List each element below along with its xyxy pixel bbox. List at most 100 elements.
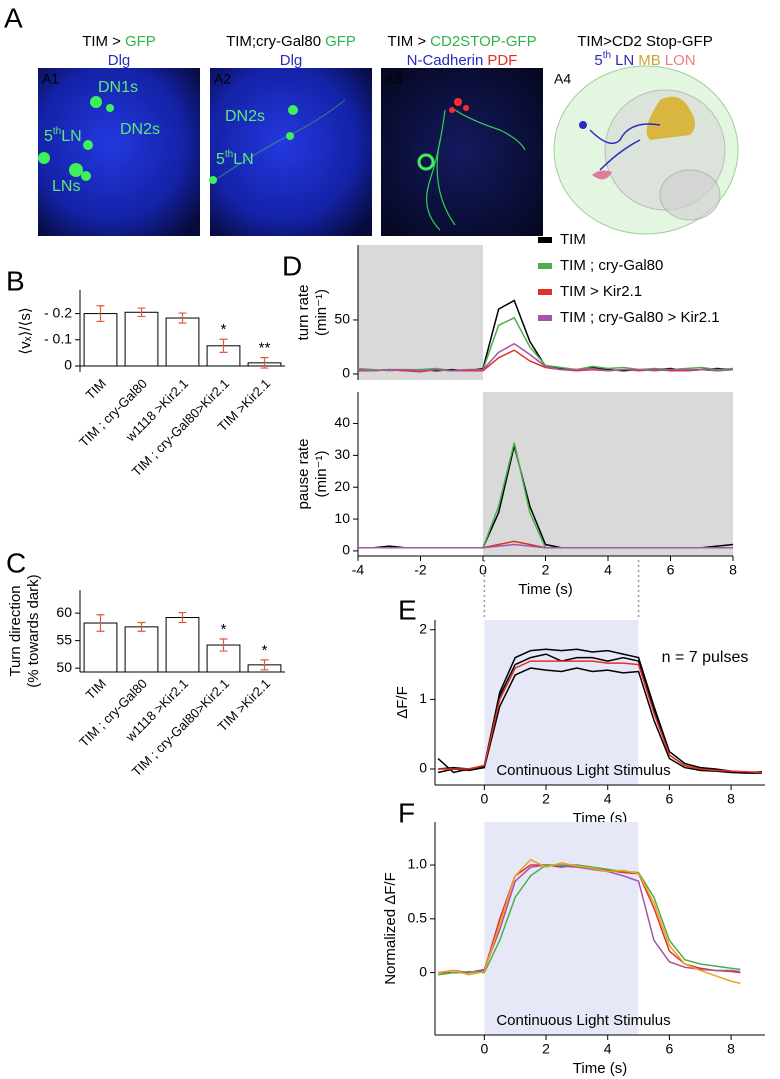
significance-label: * [262, 642, 268, 659]
image-a3 [381, 68, 543, 236]
series-line [437, 858, 741, 985]
legend-label: TIM ; cry-Gal80 > Kir2.1 [560, 309, 720, 326]
heading-part: TIM > [387, 33, 426, 50]
x-tick-label: 0 [479, 562, 487, 578]
x-tick-label: TIM [83, 676, 109, 702]
y-tick-label: 1.0 [408, 856, 428, 872]
heading-part: Dlg [108, 52, 131, 69]
y-axis-label: (% towards dark) [25, 574, 42, 687]
panel-heading: 5th LN MB LON [594, 50, 695, 69]
stimulus-shade [484, 822, 639, 1035]
x-axis-label: Time (s) [518, 581, 572, 598]
heading-part: Dlg [280, 52, 303, 69]
panel-letter: B [6, 265, 25, 296]
y-axis-label: (min⁻¹) [313, 450, 330, 497]
x-tick-label: 0 [480, 1041, 488, 1057]
annotation-part: 5 [216, 151, 225, 168]
heading-part: TIM;cry-Gal80 [226, 33, 321, 50]
x-tick-label: 2 [542, 562, 550, 578]
bar [83, 313, 118, 367]
panel-heading: N-Cadherin PDF [407, 52, 518, 69]
error-bar [219, 338, 228, 353]
annotation-part: LNs [52, 178, 80, 195]
x-tick-label: 4 [604, 562, 612, 578]
panel-heading: Dlg [108, 52, 131, 69]
heading-part: CD2STOP-GFP [430, 33, 536, 50]
panel-heading: Dlg [280, 52, 303, 69]
error-bar [260, 356, 269, 369]
panel-letter: D [282, 250, 302, 281]
legend-label: TIM [560, 231, 586, 248]
y-tick-label: - 0.2 [44, 304, 72, 320]
image-a1 [38, 68, 200, 236]
note: n = 7 pulses [662, 649, 749, 666]
y-tick-label: 2 [419, 620, 427, 636]
image-a4 [550, 65, 740, 236]
error-bar [137, 307, 146, 318]
x-tick-label: 8 [727, 791, 735, 807]
y-tick-label: 0 [342, 542, 350, 558]
y-tick-label: 20 [334, 478, 350, 494]
stimulus-label: Continuous Light Stimulus [496, 1012, 670, 1029]
y-tick-label: 1 [419, 690, 427, 706]
stimulus-label: Continuous Light Stimulus [496, 762, 670, 779]
y-axis-label: ⟨vₓ⟩/⟨s⟩ [17, 307, 34, 355]
y-tick-label: 0 [342, 365, 350, 381]
y-tick-label: 40 [334, 414, 350, 430]
x-tick-label: 8 [729, 562, 737, 578]
y-axis-label: Normalized ΔF/F [382, 872, 399, 985]
image-annotation: DN2s [225, 108, 265, 125]
heading-part: GFP [125, 33, 156, 50]
legend-label: TIM > Kir2.1 [560, 283, 642, 300]
panel-letter: A [4, 2, 23, 33]
legend-label: TIM ; cry-Gal80 [560, 257, 663, 274]
heading-part: TIM>CD2 Stop-GFP [577, 33, 712, 50]
image-annotation: 5thLN [44, 126, 82, 145]
error-bar [260, 659, 269, 671]
error-bar [96, 614, 105, 632]
y-tick-label: 50 [334, 311, 350, 327]
stimulus-shade [484, 620, 639, 785]
heading-part: th [603, 50, 611, 61]
x-tick-label: 2 [542, 1041, 550, 1057]
subpanel-label: A4 [554, 71, 571, 87]
annotation-part: th [53, 126, 61, 137]
stimulus-shade [358, 245, 483, 380]
series-line [437, 864, 741, 976]
image-a2 [209, 68, 372, 236]
bar [165, 617, 200, 673]
error-bar [137, 621, 146, 632]
panel-heading: TIM;cry-Gal80 GFP [226, 33, 356, 50]
panel-heading: TIM > CD2STOP-GFP [387, 33, 536, 50]
annotation-part: 5 [44, 128, 53, 145]
y-tick-label: - 0.1 [44, 330, 72, 346]
x-axis-label: Time (s) [573, 1060, 627, 1077]
y-tick-label: 55 [56, 631, 72, 647]
x-tick-label: 8 [727, 1041, 735, 1057]
y-tick-label: 30 [334, 446, 350, 462]
annotation-part: LN [233, 151, 253, 168]
image-annotation: LNs [52, 178, 80, 195]
annotation-part: DN1s [98, 79, 138, 96]
y-tick-label: 0 [419, 963, 427, 979]
significance-label: ** [259, 340, 271, 357]
bar [165, 317, 200, 367]
significance-label: * [221, 321, 227, 338]
subpanel-label: A1 [42, 71, 59, 87]
subpanel-label: A2 [214, 71, 231, 87]
image-annotation: DN1s [98, 79, 138, 96]
series-line [357, 342, 734, 372]
subpanel-label: A3 [385, 71, 402, 87]
annotation-part: DN2s [225, 108, 265, 125]
y-axis-label: pause rate [295, 439, 312, 510]
y-axis-label: ΔF/F [394, 686, 411, 719]
annotation-part: th [225, 149, 233, 160]
y-axis-label: Turn direction [7, 585, 24, 676]
significance-label: * [221, 621, 227, 638]
series-line [358, 349, 734, 373]
heading-part: 5 [594, 52, 602, 69]
y-tick-label: 0 [419, 760, 427, 776]
y-axis-label: turn rate [295, 285, 312, 341]
